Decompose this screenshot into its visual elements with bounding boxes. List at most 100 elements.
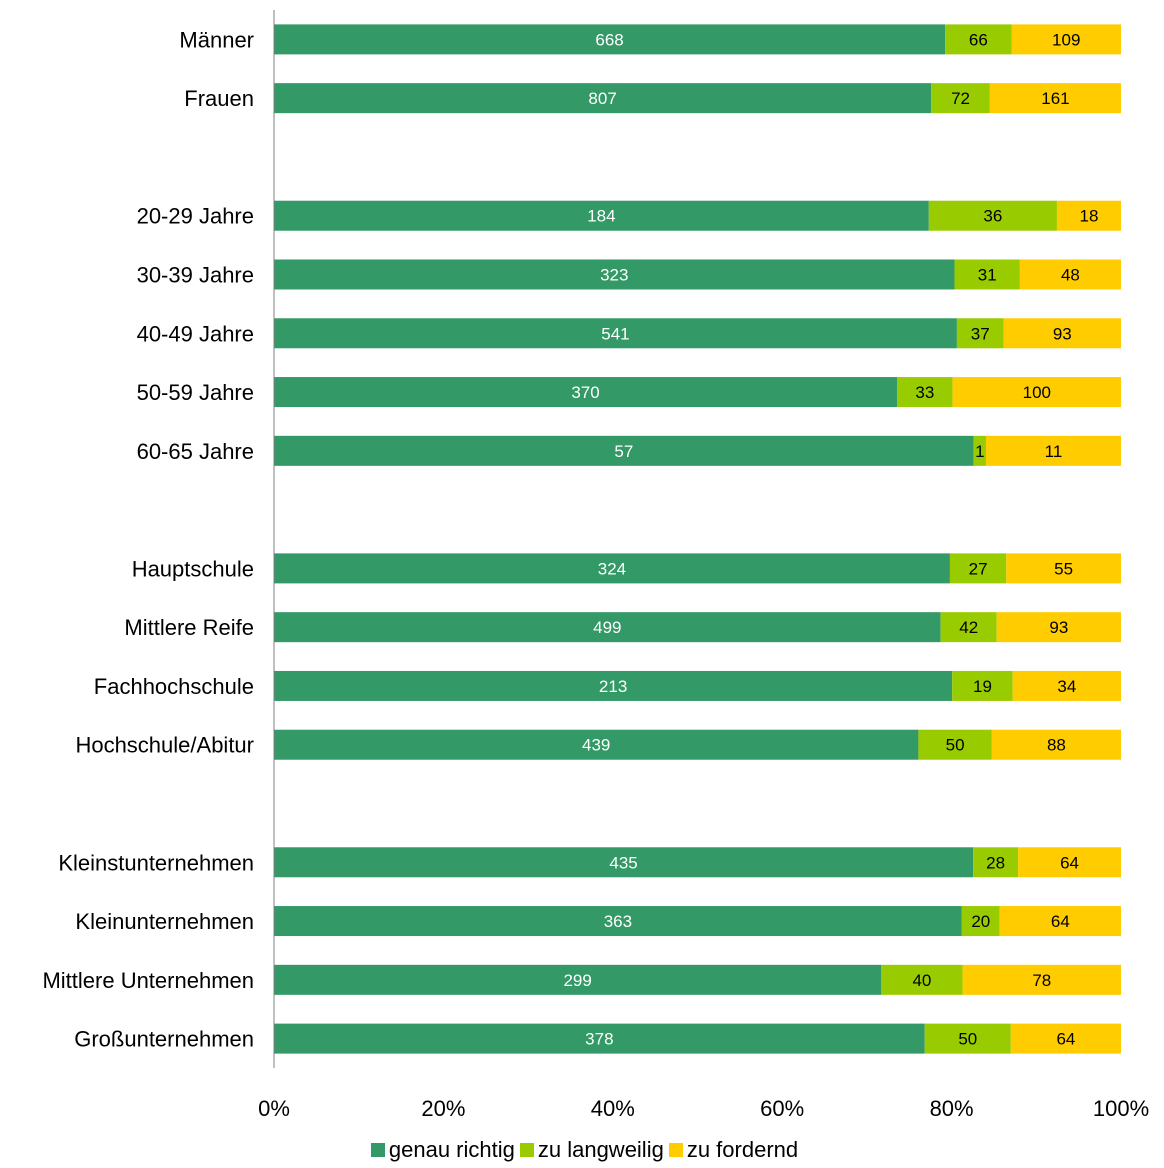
bar-segment-0-14 <box>274 847 974 878</box>
bar-segment-2-15 <box>999 906 1121 937</box>
legend: genau richtig zu langweilig zu fordernd <box>0 1137 1164 1163</box>
data-label-2-1: 161 <box>1041 89 1069 108</box>
bar-segment-0-5 <box>274 318 957 349</box>
bar-segment-1-1 <box>931 83 990 114</box>
legend-item-zu-langweilig: zu langweilig <box>519 1137 664 1163</box>
data-label-2-5: 93 <box>1053 324 1072 343</box>
data-label-0-11: 213 <box>599 677 627 696</box>
legend-swatch-zu-langweilig <box>519 1143 534 1157</box>
data-label-0-9: 324 <box>598 559 626 578</box>
data-label-1-4: 31 <box>978 266 997 285</box>
bar-segment-1-4 <box>954 259 1020 290</box>
data-label-1-12: 50 <box>946 736 965 755</box>
data-label-2-7: 11 <box>1045 442 1063 461</box>
data-label-1-9: 27 <box>969 559 988 578</box>
bar-segment-1-10 <box>940 612 997 643</box>
x-tick-label-2: 40% <box>591 1096 635 1121</box>
bar-segment-0-12 <box>274 729 919 760</box>
bar-segment-0-0 <box>274 24 946 55</box>
bar-segment-0-7 <box>274 435 974 466</box>
data-label-1-16: 40 <box>912 971 931 990</box>
bar-segment-2-0 <box>1011 24 1121 55</box>
bar-segment-0-4 <box>274 259 955 290</box>
bar-segment-1-17 <box>924 1023 1011 1054</box>
category-label-12: Hochschule/Abitur <box>75 733 254 758</box>
data-label-0-16: 299 <box>563 971 591 990</box>
legend-label-zu-langweilig: zu langweilig <box>537 1137 664 1162</box>
data-label-0-5: 541 <box>601 324 629 343</box>
bar-segment-2-11 <box>1012 670 1121 701</box>
data-label-1-5: 37 <box>971 324 990 343</box>
category-label-16: Mittlere Unternehmen <box>42 968 254 993</box>
bar-segment-0-6 <box>274 377 898 408</box>
bar-segment-2-4 <box>1019 259 1121 290</box>
bar-segment-2-14 <box>1018 847 1121 878</box>
x-tick-label-5: 100% <box>1093 1096 1149 1121</box>
data-label-0-6: 370 <box>571 383 599 402</box>
x-tick-label-0: 0% <box>258 1096 290 1121</box>
data-label-1-1: 72 <box>951 89 970 108</box>
bar-segment-0-17 <box>274 1023 925 1054</box>
category-label-11: Fachhochschule <box>94 674 254 699</box>
bar-segment-2-3 <box>1056 200 1121 231</box>
data-label-0-14: 435 <box>609 853 637 872</box>
stacked-bar-chart: 668 66 109 Männer 807 72 161 Frauen 184 36 18 20-29… <box>42 10 1149 1121</box>
data-label-2-12: 88 <box>1047 736 1066 755</box>
category-label-0: Männer <box>179 27 254 52</box>
category-label-3: 20-29 Jahre <box>137 204 254 229</box>
bar-segment-0-16 <box>274 964 882 995</box>
bar-segment-2-10 <box>996 612 1121 643</box>
data-label-0-4: 323 <box>600 266 628 285</box>
data-label-1-10: 42 <box>959 618 978 637</box>
bar-segment-1-3 <box>928 200 1057 231</box>
category-label-7: 60-65 Jahre <box>137 439 254 464</box>
data-label-2-9: 55 <box>1054 559 1073 578</box>
bar-segment-0-15 <box>274 906 962 937</box>
data-label-1-0: 66 <box>969 30 988 49</box>
data-label-1-11: 19 <box>973 677 992 696</box>
bar-segment-0-9 <box>274 553 950 584</box>
legend-label-genau-richtig: genau richtig <box>388 1137 515 1162</box>
data-label-0-17: 378 <box>585 1030 613 1049</box>
legend-item-genau-richtig: genau richtig <box>370 1137 515 1163</box>
data-label-0-15: 363 <box>604 912 632 931</box>
bar-segment-2-16 <box>962 964 1121 995</box>
bar-segment-0-1 <box>274 83 932 114</box>
data-label-0-3: 184 <box>587 207 615 226</box>
x-tick-label-1: 20% <box>421 1096 465 1121</box>
bar-segment-0-3 <box>274 200 929 231</box>
bar-segment-1-0 <box>945 24 1012 55</box>
bar-segment-1-16 <box>881 964 963 995</box>
data-label-0-12: 439 <box>582 736 610 755</box>
bar-segment-0-11 <box>274 670 953 701</box>
data-label-0-10: 499 <box>593 618 621 637</box>
x-tick-label-4: 80% <box>930 1096 974 1121</box>
data-label-0-7: 57 <box>614 442 633 461</box>
category-label-9: Hauptschule <box>132 556 254 581</box>
data-label-0-1: 807 <box>588 89 616 108</box>
bar-segment-2-17 <box>1010 1023 1121 1054</box>
bar-segment-0-10 <box>274 612 941 643</box>
data-label-1-14: 28 <box>986 853 1005 872</box>
bar-segment-1-5 <box>956 318 1004 349</box>
category-label-17: Großunternehmen <box>74 1027 254 1052</box>
bar-segment-2-6 <box>952 377 1121 408</box>
data-label-2-14: 64 <box>1060 853 1079 872</box>
data-label-2-0: 109 <box>1052 30 1080 49</box>
bar-segment-2-12 <box>991 729 1121 760</box>
data-label-2-6: 100 <box>1023 383 1051 402</box>
bar-segment-2-1 <box>989 83 1121 114</box>
data-label-1-15: 20 <box>971 912 990 931</box>
data-label-2-3: 18 <box>1080 207 1099 226</box>
data-label-1-7: 1 <box>975 442 984 461</box>
category-label-6: 50-59 Jahre <box>137 380 254 405</box>
data-label-0-0: 668 <box>595 30 623 49</box>
legend-swatch-zu-fordernd <box>668 1143 683 1157</box>
category-label-15: Kleinunternehmen <box>75 909 254 934</box>
bar-segment-1-12 <box>918 729 992 760</box>
bar-segment-2-5 <box>1003 318 1121 349</box>
category-label-1: Frauen <box>184 86 254 111</box>
x-tick-label-3: 60% <box>760 1096 804 1121</box>
category-label-14: Kleinstunternehmen <box>58 850 254 875</box>
data-label-1-17: 50 <box>958 1030 977 1049</box>
